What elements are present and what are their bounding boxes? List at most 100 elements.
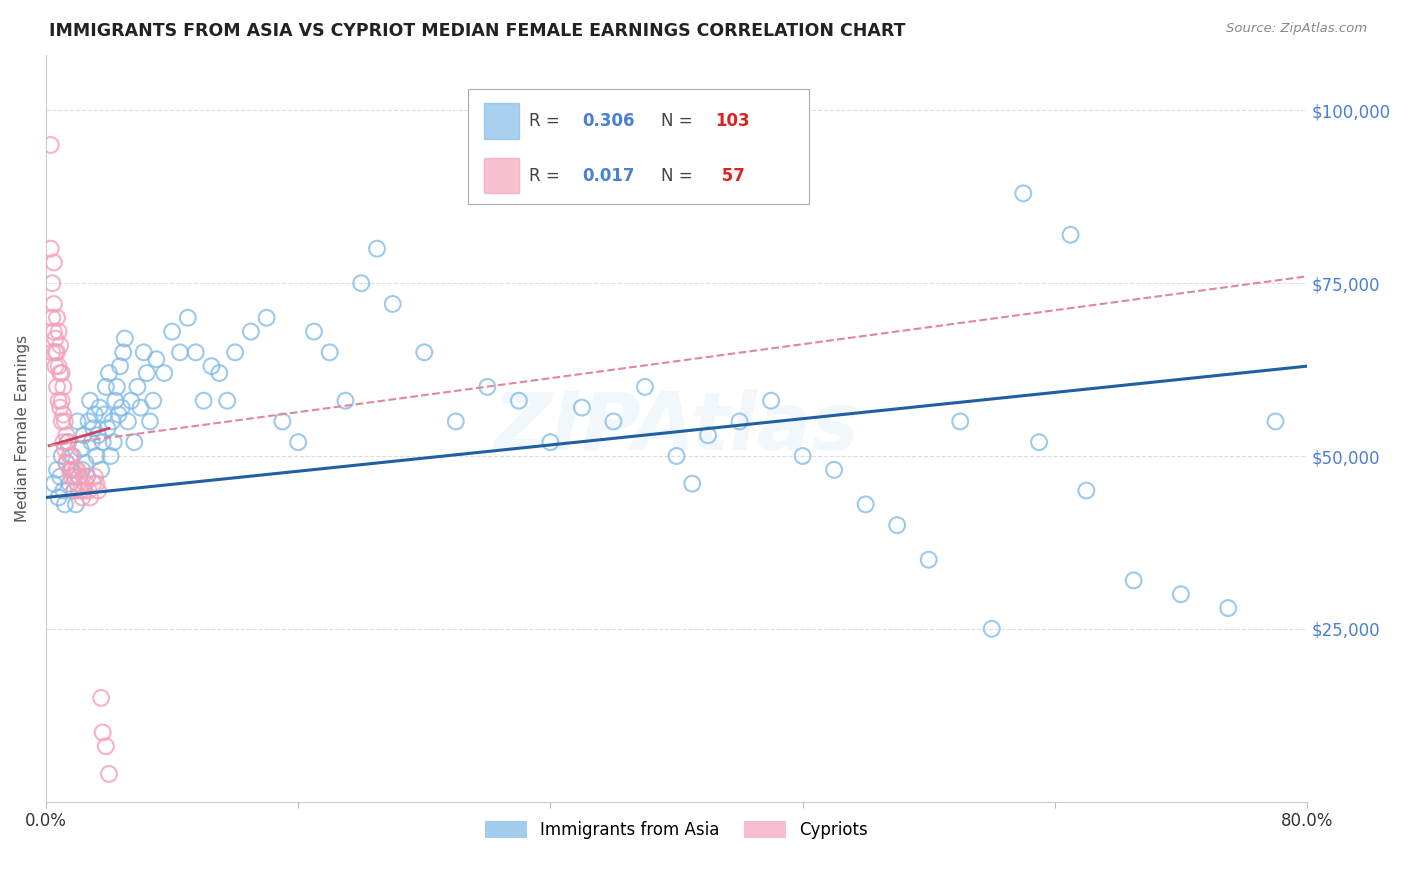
Point [538, 435, 561, 450]
Point [1059, 227, 1081, 242]
Point [48, 491, 70, 505]
Point [160, 325, 183, 339]
Point [42, 255, 65, 269]
Point [101, 414, 124, 428]
Point [75, 476, 97, 491]
Point [52, 435, 75, 450]
Text: N =: N = [661, 167, 699, 185]
Point [63, 483, 86, 498]
Point [55, 428, 77, 442]
Point [53, 414, 76, 428]
Point [98, 366, 121, 380]
Point [1264, 414, 1286, 428]
Point [65, 463, 87, 477]
Point [49, 401, 72, 415]
Point [44, 359, 66, 373]
Point [63, 469, 86, 483]
Point [759, 393, 782, 408]
Point [127, 380, 149, 394]
Point [381, 297, 404, 311]
Point [193, 393, 215, 408]
Point [41, 277, 63, 291]
Point [90, 690, 112, 705]
Point [63, 483, 86, 498]
Point [949, 414, 972, 428]
Point [142, 393, 165, 408]
Point [41, 310, 63, 325]
Point [792, 449, 814, 463]
Point [980, 622, 1002, 636]
Point [117, 414, 139, 428]
Point [69, 442, 91, 456]
Point [169, 345, 191, 359]
Point [87, 483, 110, 498]
Point [477, 380, 499, 394]
Point [94, 380, 117, 394]
Point [184, 345, 207, 359]
Text: R =: R = [529, 112, 565, 130]
Point [48, 393, 70, 408]
Point [96, 421, 118, 435]
Point [1170, 587, 1192, 601]
Point [46, 463, 69, 477]
Point [51, 366, 73, 380]
Point [91, 435, 114, 450]
Point [91, 725, 114, 739]
Point [60, 463, 83, 477]
Point [56, 435, 79, 450]
Point [79, 491, 101, 505]
Text: Source: ZipAtlas.com: Source: ZipAtlas.com [1226, 22, 1367, 36]
Point [153, 366, 176, 380]
Point [111, 401, 134, 415]
Point [59, 476, 82, 491]
FancyBboxPatch shape [484, 158, 519, 194]
Point [83, 408, 105, 422]
Point [335, 393, 357, 408]
Point [1028, 435, 1050, 450]
Point [1076, 483, 1098, 498]
Point [571, 401, 593, 415]
Point [87, 428, 110, 442]
Point [508, 393, 530, 408]
Point [208, 366, 231, 380]
Point [70, 463, 93, 477]
Point [62, 463, 84, 477]
Point [105, 380, 128, 394]
Point [681, 476, 703, 491]
Point [82, 476, 104, 491]
Point [49, 338, 72, 352]
Point [82, 421, 104, 435]
Point [98, 767, 121, 781]
Point [66, 463, 89, 477]
Point [114, 331, 136, 345]
Point [224, 345, 246, 359]
Point [120, 393, 142, 408]
Point [135, 366, 157, 380]
Point [76, 469, 98, 483]
Point [51, 449, 73, 463]
Point [1218, 601, 1240, 615]
Point [129, 401, 152, 415]
Point [350, 277, 373, 291]
Point [444, 414, 467, 428]
Point [70, 491, 93, 505]
FancyBboxPatch shape [484, 103, 519, 139]
Point [62, 449, 84, 463]
Point [46, 380, 69, 394]
Point [60, 449, 83, 463]
Text: 0.306: 0.306 [582, 112, 634, 130]
Point [93, 408, 115, 422]
Point [139, 414, 162, 428]
Point [46, 310, 69, 325]
Point [42, 297, 65, 311]
Text: N =: N = [661, 112, 699, 130]
Point [107, 408, 129, 422]
Point [86, 476, 108, 491]
Point [48, 359, 70, 373]
Point [918, 552, 941, 566]
Point [302, 325, 325, 339]
Point [42, 325, 65, 339]
Point [42, 476, 65, 491]
Point [48, 325, 70, 339]
Text: 103: 103 [716, 112, 751, 130]
